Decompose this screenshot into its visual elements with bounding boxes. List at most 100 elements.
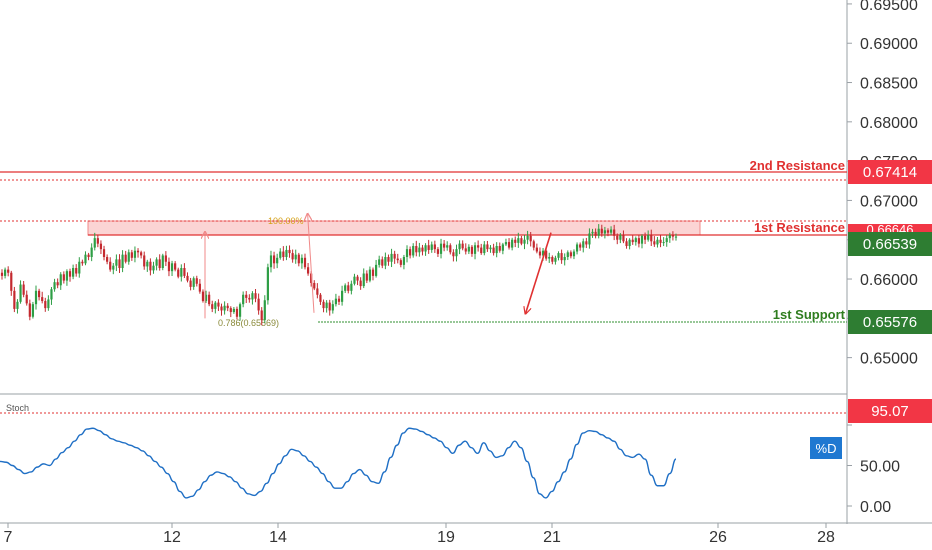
candle-body	[560, 253, 563, 261]
candle-body	[455, 249, 458, 257]
candle-body	[507, 242, 511, 248]
candle-body	[424, 245, 427, 252]
price-pane	[0, 0, 847, 393]
candle-body	[405, 249, 409, 258]
candle-body	[334, 298, 338, 305]
stoch-level-value: 95.07	[871, 403, 909, 420]
candle-body	[532, 241, 535, 248]
candle-body	[594, 231, 597, 236]
price-tick-label: 0.67000	[860, 193, 918, 210]
candle-body	[316, 288, 319, 295]
candle-body	[340, 290, 344, 302]
candle-body	[637, 238, 640, 244]
candle-body	[238, 304, 242, 317]
candle-body	[585, 241, 588, 245]
price-tick-label: 0.69000	[860, 36, 918, 53]
stoch-tick-label: 50.00	[860, 459, 900, 476]
candle-body	[591, 231, 594, 234]
candle-body	[486, 244, 489, 250]
candle-body	[121, 254, 124, 269]
candle-body	[495, 246, 498, 254]
candle-body	[319, 294, 322, 302]
candle-body	[569, 252, 572, 257]
candle-body	[421, 247, 424, 252]
candle-body	[285, 249, 288, 258]
candle-body	[189, 280, 192, 287]
candle-body	[622, 235, 625, 242]
candle-body	[393, 253, 396, 259]
candle-body	[170, 263, 174, 272]
second-resistance-label: 2nd Resistance	[750, 158, 845, 173]
candle-body	[517, 238, 520, 243]
candle-body	[303, 257, 307, 268]
candle-body	[665, 238, 668, 243]
candle-body	[44, 301, 47, 309]
candle-body	[93, 238, 96, 248]
candle-body	[201, 291, 205, 302]
candle-body	[19, 284, 22, 302]
candle-body	[133, 250, 137, 258]
first-resistance-label: 1st Resistance	[754, 220, 845, 235]
candle-body	[643, 235, 647, 240]
candle-body	[106, 257, 109, 262]
candle-body	[350, 283, 353, 291]
candle-body	[449, 245, 452, 253]
time-tick-label: 21	[543, 529, 561, 546]
candle-body	[477, 245, 480, 248]
candle-body	[359, 280, 362, 287]
first-support-label: 1st Support	[773, 307, 846, 322]
candle-body	[130, 252, 133, 258]
candle-body	[572, 251, 576, 257]
stoch-tick-label: 0.00	[860, 499, 891, 516]
candle-body	[167, 261, 171, 272]
candle-body	[124, 254, 127, 262]
candle-body	[492, 247, 495, 254]
candle-body	[328, 302, 331, 311]
stoch-d-line	[0, 427, 677, 499]
candle-body	[158, 259, 161, 269]
candle-body	[322, 301, 325, 309]
candle-body	[365, 273, 368, 281]
candle-body	[554, 257, 557, 262]
candle-body	[640, 235, 644, 244]
candle-body	[146, 261, 149, 267]
candle-body	[28, 303, 31, 317]
candle-body	[102, 249, 106, 258]
candle-body	[229, 308, 232, 313]
stoch-d-legend[interactable]: %D	[810, 437, 842, 459]
candle-body	[470, 246, 474, 254]
candle-body	[659, 239, 662, 243]
candle-body	[155, 259, 158, 266]
candles	[0, 224, 678, 326]
candle-body	[566, 252, 569, 258]
candle-body	[650, 235, 653, 242]
candle-body	[520, 238, 523, 244]
time-tick-label: 7	[4, 529, 13, 546]
candle-body	[619, 235, 622, 240]
candle-body	[337, 298, 341, 302]
stoch-d-label: %D	[816, 441, 837, 456]
candle-body	[625, 241, 628, 247]
candle-body	[10, 272, 13, 291]
candle-body	[489, 247, 492, 250]
fib-786-label: 0.786(0.65569)	[218, 318, 279, 328]
candle-body	[152, 265, 155, 271]
candle-body	[588, 233, 591, 245]
candle-body	[671, 235, 675, 237]
candle-body	[87, 254, 90, 258]
candle-body	[541, 250, 545, 256]
candle-body	[59, 274, 62, 286]
candle-body	[600, 228, 603, 234]
candle-body	[523, 239, 526, 244]
candle-body	[288, 249, 291, 254]
candle-body	[483, 244, 486, 254]
candle-body	[616, 235, 619, 240]
candle-body	[297, 254, 300, 264]
candle-body	[436, 249, 440, 254]
candle-body	[211, 304, 214, 309]
candle-body	[396, 258, 399, 261]
candle-body	[34, 290, 38, 305]
candle-body	[7, 269, 10, 273]
candle-body	[402, 257, 406, 265]
